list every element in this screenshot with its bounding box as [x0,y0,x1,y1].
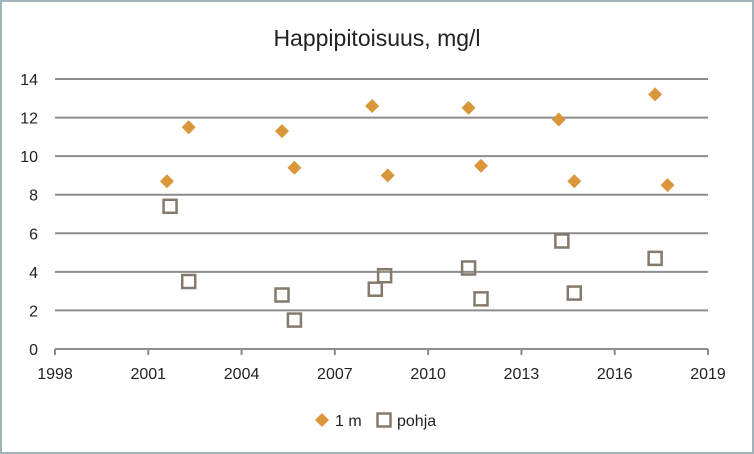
data-point-1-m [648,87,663,102]
data-point-pohja [473,291,489,307]
chart-title: Happipitoisuus, mg/l [273,25,480,51]
x-tick-label: 2004 [224,366,260,383]
y-tick-label: 4 [29,265,38,282]
data-point-pohja [180,273,197,290]
y-tick-label: 0 [29,342,38,359]
data-point-1-m [474,158,489,173]
y-tick-label: 8 [29,188,38,205]
data-point-pohja [376,267,393,284]
data-point-pohja [460,260,477,276]
legend-marker [376,412,392,428]
y-tick-label: 6 [29,226,38,243]
data-point-1-m [365,99,380,113]
data-point-pohja [162,198,178,215]
data-point-1-m [551,112,566,127]
x-tick-label: 2001 [130,366,166,383]
data-point-1-m [181,120,196,135]
data-point-1-m [461,100,476,115]
data-point-1-m [380,168,395,183]
data-point-1-m [567,174,582,189]
x-tick-label: 2007 [317,366,353,383]
x-tick-label: 1998 [37,366,73,383]
data-point-pohja [286,312,303,328]
x-tick-label: 2016 [597,366,633,383]
y-tick-label: 2 [29,303,38,320]
y-tick-label: 10 [20,149,38,166]
data-point-pohja [274,287,290,303]
legend-label: pohja [397,413,436,430]
data-point-pohja [367,281,384,297]
y-tick-label: 12 [20,111,38,128]
data-point-1-m [660,178,675,193]
data-point-pohja [647,250,663,267]
y-tick-label: 14 [20,72,38,89]
data-point-pohja [566,285,583,301]
data-point-1-m [287,160,302,175]
x-tick-label: 2013 [504,366,540,383]
legend-label: 1 m [335,413,362,430]
x-tick-label: 2010 [410,366,446,383]
legend-marker [315,413,329,427]
data-point-1-m [274,124,289,139]
data-point-pohja [554,233,570,249]
data-point-1-m [159,174,174,189]
x-tick-label: 2019 [690,366,726,383]
